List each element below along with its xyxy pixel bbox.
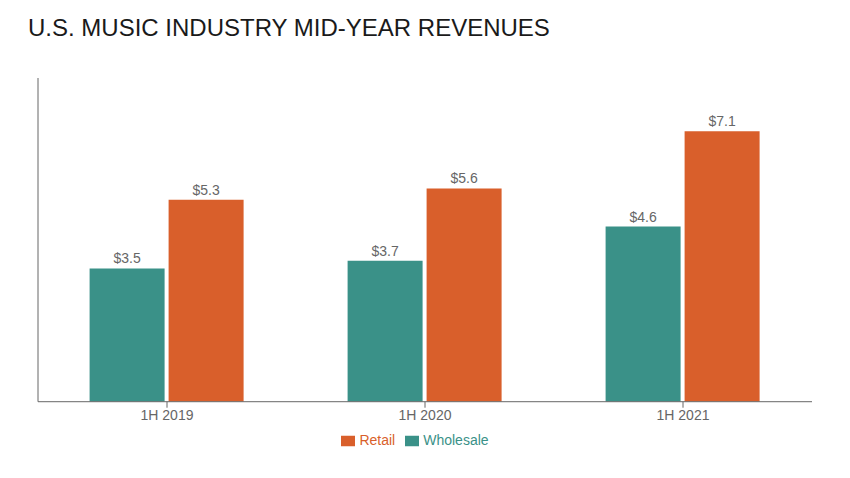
svg-text:$3.5: $3.5 (113, 250, 140, 266)
html-text:Wholesale: Wholesale (423, 431, 489, 448)
svg-text:1H 2021: 1H 2021 (657, 407, 710, 423)
svg-text:$5.6: $5.6 (450, 170, 477, 186)
svg-text:$3.7: $3.7 (371, 243, 398, 259)
svg-text:$5.3: $5.3 (192, 182, 219, 198)
svg-text:$7.1: $7.1 (708, 113, 735, 129)
html-text:U.S. MUSIC INDUSTRY MID-YEAR R: U.S. MUSIC INDUSTRY MID-YEAR REVENUES (28, 14, 550, 41)
html-text:Retail: Retail (359, 431, 396, 448)
svg-text:1H 2019: 1H 2019 (141, 407, 194, 423)
svg-text:$4.6: $4.6 (629, 209, 656, 225)
svg-text:1H 2020: 1H 2020 (399, 407, 452, 423)
